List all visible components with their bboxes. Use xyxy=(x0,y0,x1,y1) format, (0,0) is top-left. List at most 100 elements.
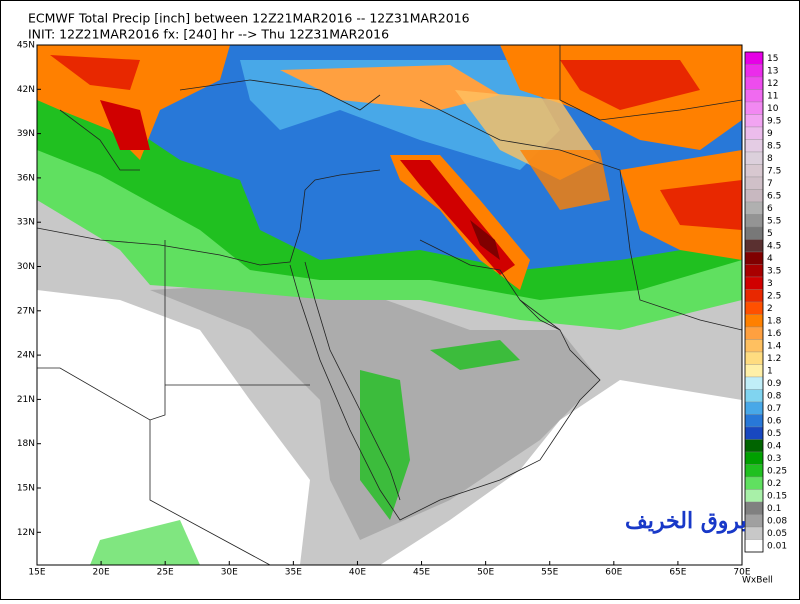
colorbar-label: 9 xyxy=(767,129,773,139)
colorbar-swatch xyxy=(744,101,764,115)
colorbar-swatch xyxy=(744,189,764,203)
colorbar-label: 1 xyxy=(767,366,773,376)
lat-label: 12N xyxy=(17,528,35,538)
colorbar-label: 0.9 xyxy=(767,379,782,389)
lon-label: 40E xyxy=(349,568,366,578)
colorbar-label: 13 xyxy=(767,66,778,76)
lon-label: 20E xyxy=(93,568,110,578)
colorbar-label: 5 xyxy=(767,229,773,239)
colorbar-swatch xyxy=(744,451,764,465)
colorbar-swatch xyxy=(744,239,764,253)
colorbar-label: 5.5 xyxy=(767,216,781,226)
colorbar-label: 8.5 xyxy=(767,141,781,151)
lon-label: 60E xyxy=(605,568,622,578)
colorbar-swatch xyxy=(744,64,764,78)
colorbar-label: 7 xyxy=(767,179,773,189)
colorbar: 15131211109.598.587.576.565.554.543.532.… xyxy=(744,51,787,553)
colorbar-swatch xyxy=(744,276,764,290)
colorbar-label: 0.8 xyxy=(767,391,782,401)
colorbar-label: 12 xyxy=(767,79,778,89)
colorbar-swatch xyxy=(744,264,764,278)
colorbar-label: 1.2 xyxy=(767,354,781,364)
lon-label: 45E xyxy=(413,568,430,578)
colorbar-label: 0.08 xyxy=(767,516,787,526)
colorbar-label: 1.4 xyxy=(767,341,782,351)
lat-label: 15N xyxy=(17,484,35,494)
colorbar-label: 0.4 xyxy=(767,441,782,451)
colorbar-label: 2 xyxy=(767,304,773,314)
lon-label: 70E xyxy=(733,568,750,578)
colorbar-swatch xyxy=(744,426,764,440)
colorbar-label: 0.6 xyxy=(767,416,782,426)
lat-label: 27N xyxy=(17,306,35,316)
lat-label: 24N xyxy=(17,351,35,361)
lat-label: 21N xyxy=(17,395,35,405)
colorbar-label: 9.5 xyxy=(767,116,781,126)
lon-label: 35E xyxy=(285,568,302,578)
colorbar-label: 1.6 xyxy=(767,329,782,339)
colorbar-label: 3 xyxy=(767,279,773,289)
colorbar-swatch xyxy=(744,201,764,215)
colorbar-swatch xyxy=(744,226,764,240)
lat-label: 42N xyxy=(17,85,35,95)
colorbar-label: 4 xyxy=(767,254,773,264)
title-line-2: INIT: 12Z21MAR2016 fx: [240] hr --> Thu … xyxy=(28,27,389,42)
colorbar-swatch xyxy=(744,89,764,103)
colorbar-swatch xyxy=(744,139,764,153)
colorbar-label: 8 xyxy=(767,154,773,164)
title-line-1: ECMWF Total Precip [inch] between 12Z21M… xyxy=(28,11,470,26)
watermark: بروق الخريف xyxy=(625,508,747,534)
lon-label: 30E xyxy=(221,568,238,578)
colorbar-swatch xyxy=(744,476,764,490)
colorbar-label: 0.2 xyxy=(767,479,781,489)
colorbar-label: 0.7 xyxy=(767,404,781,414)
colorbar-swatch xyxy=(744,351,764,365)
colorbar-label: 0.5 xyxy=(767,429,781,439)
colorbar-swatch xyxy=(744,514,764,528)
colorbar-swatch xyxy=(744,526,764,540)
precip-field xyxy=(37,45,742,565)
colorbar-swatch xyxy=(744,164,764,178)
colorbar-swatch xyxy=(744,176,764,190)
lon-label: 65E xyxy=(669,568,686,578)
colorbar-label: 0.25 xyxy=(767,466,787,476)
colorbar-label: 0.05 xyxy=(767,529,787,539)
colorbar-label: 10 xyxy=(767,104,779,114)
colorbar-swatch xyxy=(744,489,764,503)
colorbar-swatch xyxy=(744,464,764,478)
colorbar-swatch xyxy=(744,389,764,403)
colorbar-swatch xyxy=(744,439,764,453)
colorbar-label: 2.5 xyxy=(767,291,781,301)
colorbar-swatch xyxy=(744,289,764,303)
lon-label: 50E xyxy=(477,568,494,578)
colorbar-label: 6.5 xyxy=(767,191,781,201)
colorbar-label: 4.5 xyxy=(767,241,781,251)
colorbar-swatch xyxy=(744,214,764,228)
colorbar-label: 15 xyxy=(767,54,778,64)
lat-label: 36N xyxy=(17,173,35,183)
colorbar-swatch xyxy=(744,401,764,415)
colorbar-label: 6 xyxy=(767,204,773,214)
colorbar-swatch xyxy=(744,151,764,165)
colorbar-swatch xyxy=(744,376,764,390)
colorbar-swatch xyxy=(744,326,764,340)
colorbar-swatch xyxy=(744,114,764,128)
map xyxy=(36,44,743,566)
lon-labels: 15E 20E 25E 30E 35E 40E 45E 50E 55E 60E 65E 70E xyxy=(28,561,751,578)
colorbar-label: 1.8 xyxy=(767,316,782,326)
colorbar-label: 11 xyxy=(767,91,778,101)
lat-labels: 45N 42N 39N 36N 33N 30N 27N 24N 21N 18N 15N 12N xyxy=(17,41,41,538)
lat-label: 45N xyxy=(17,41,35,51)
colorbar-swatch xyxy=(744,251,764,265)
coastlines xyxy=(37,45,742,565)
colorbar-swatch xyxy=(744,339,764,353)
colorbar-swatch xyxy=(744,126,764,140)
lon-label: 25E xyxy=(157,568,174,578)
lon-label: 15E xyxy=(28,568,45,578)
colorbar-label: 0.15 xyxy=(767,491,787,501)
colorbar-swatch xyxy=(744,301,764,315)
colorbar-label: 0.3 xyxy=(767,454,781,464)
colorbar-label: 0.01 xyxy=(767,541,787,551)
colorbar-label: 0.1 xyxy=(767,504,781,514)
colorbar-swatch xyxy=(744,364,764,378)
